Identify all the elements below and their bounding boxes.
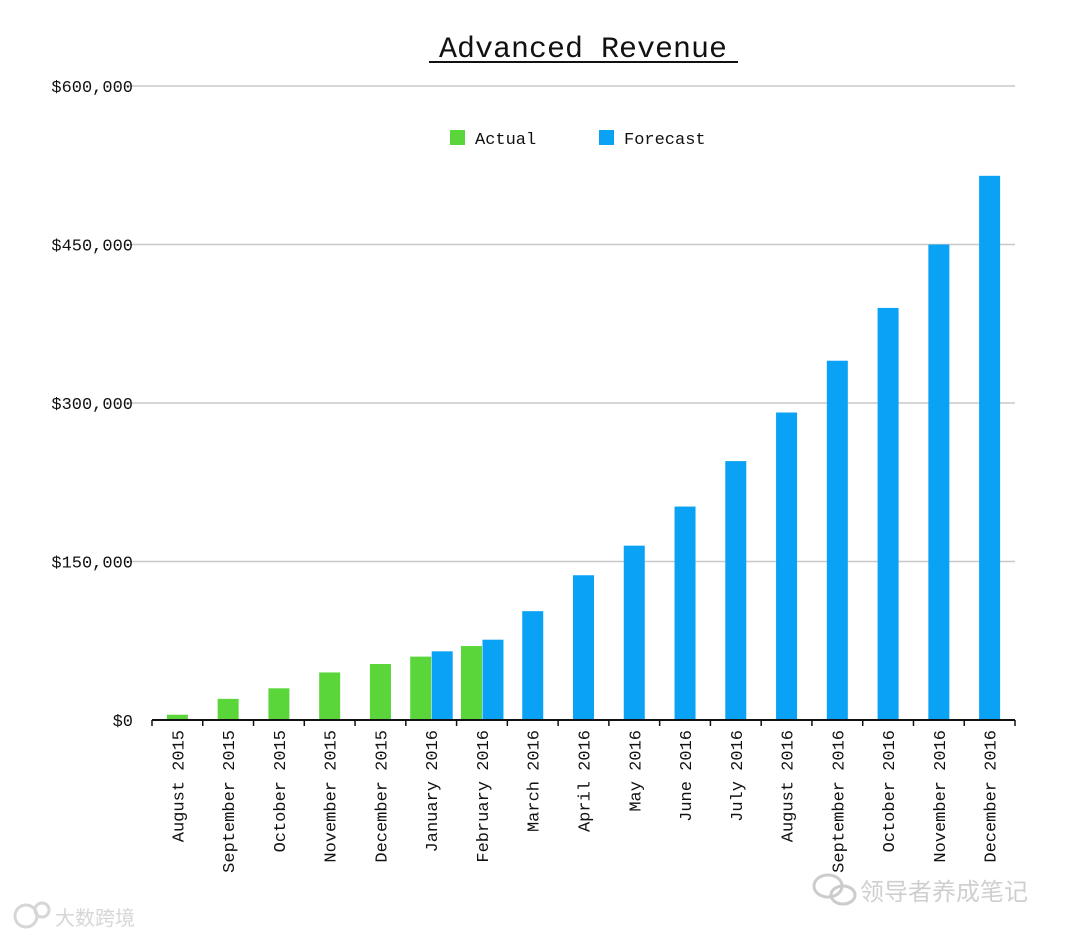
- x-category-label: September 2016: [830, 730, 849, 873]
- bar-forecast: [928, 244, 950, 720]
- legend-actual: Actual: [450, 130, 536, 150]
- legend-actual-swatch: [450, 130, 465, 145]
- bar-forecast: [826, 360, 848, 720]
- x-category-label: February 2016: [475, 730, 494, 863]
- x-category-label: June 2016: [678, 730, 697, 822]
- x-category-label: December 2015: [373, 730, 392, 863]
- watermark-left-logo-icon: [13, 901, 51, 929]
- y-tick-label: $450,000: [51, 238, 133, 257]
- x-category-label: October 2016: [881, 730, 900, 852]
- y-tick-label: $300,000: [51, 396, 133, 415]
- watermark-right-wechat-icon: [812, 873, 857, 906]
- bar-actual: [410, 656, 432, 720]
- x-category-label: November 2015: [323, 730, 342, 863]
- legend-forecast-label: Forecast: [624, 131, 706, 150]
- bar-actual: [217, 698, 239, 720]
- bar-forecast: [573, 575, 594, 720]
- bar-actual: [319, 672, 341, 720]
- x-category-label: January 2016: [424, 730, 443, 852]
- x-category-label: March 2016: [526, 730, 545, 832]
- bar-actual: [268, 688, 290, 720]
- bar-forecast: [979, 175, 1001, 721]
- y-tick-label: $150,000: [51, 555, 133, 574]
- bar-forecast: [674, 506, 696, 720]
- bar-forecast: [431, 651, 453, 720]
- y-tick-label: $0: [113, 713, 133, 732]
- x-category-label: July 2016: [729, 730, 748, 822]
- bar-forecast: [623, 545, 645, 720]
- bar-forecast: [725, 461, 747, 720]
- watermark-right-text: 领导者养成笔记: [860, 878, 1028, 906]
- x-category-label: April 2016: [577, 730, 596, 832]
- x-category-label: November 2016: [932, 730, 951, 863]
- x-category-label: October 2015: [272, 730, 291, 852]
- legend-actual-label: Actual: [475, 131, 536, 150]
- bar-forecast: [877, 307, 899, 720]
- y-tick-label: $600,000: [51, 79, 133, 98]
- bar-forecast: [776, 412, 798, 720]
- bar-actual: [166, 714, 188, 720]
- bar-actual: [460, 646, 482, 720]
- x-category-label: May 2016: [627, 730, 646, 812]
- watermark-left-text: 大数跨境: [55, 906, 135, 930]
- bar-forecast: [522, 611, 544, 720]
- x-category-label: September 2015: [221, 730, 240, 873]
- x-category-label: December 2016: [983, 730, 1002, 863]
- x-category-label: August 2016: [780, 730, 799, 842]
- bar-forecast: [482, 639, 504, 720]
- x-category-label: August 2015: [170, 730, 189, 842]
- legend-forecast-swatch: [599, 130, 614, 145]
- legend-forecast: Forecast: [599, 130, 706, 150]
- bar-actual: [369, 663, 391, 720]
